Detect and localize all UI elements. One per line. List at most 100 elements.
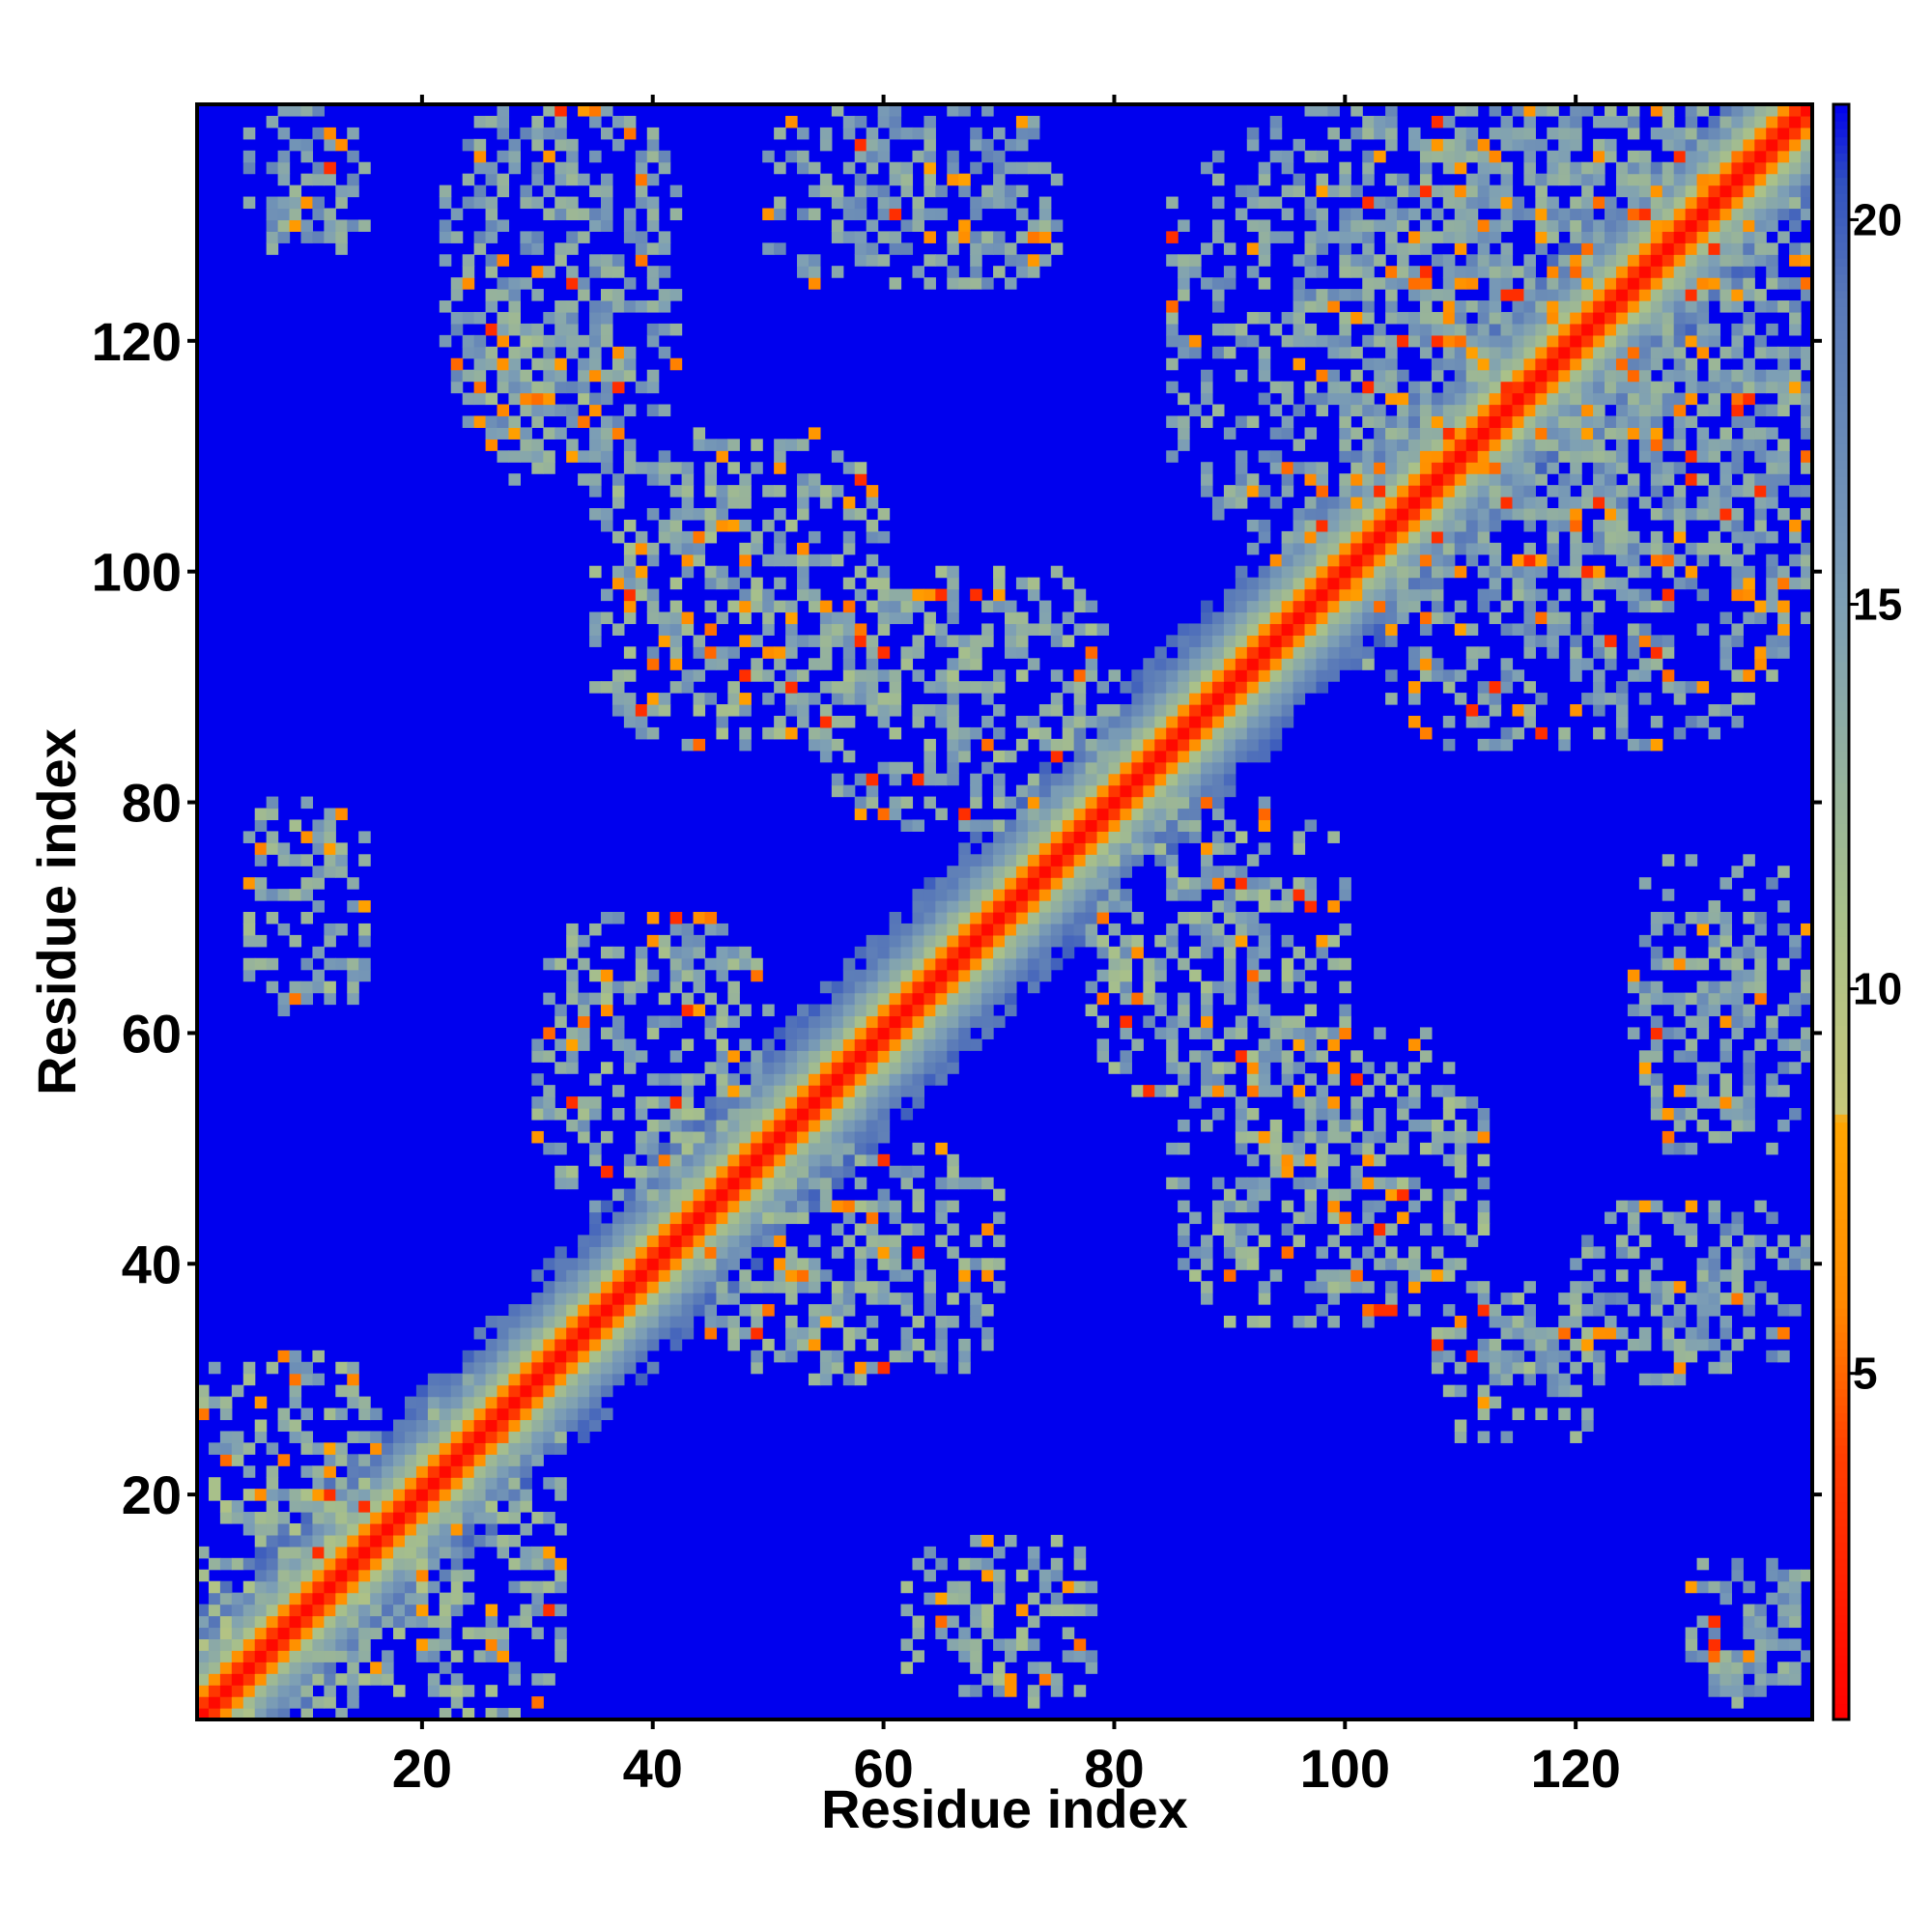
heatmap-cell bbox=[1547, 334, 1559, 348]
heatmap-cell bbox=[947, 635, 959, 647]
heatmap-cell bbox=[693, 530, 706, 544]
heatmap-cell bbox=[370, 1407, 383, 1421]
heatmap-cell bbox=[589, 1200, 602, 1213]
heatmap-cell bbox=[1062, 946, 1075, 959]
heatmap-cell bbox=[1696, 992, 1710, 1006]
heatmap-cell bbox=[1374, 623, 1386, 636]
heatmap-cell bbox=[1442, 519, 1456, 532]
heatmap-cell bbox=[300, 957, 314, 971]
heatmap-cell bbox=[1465, 404, 1479, 417]
heatmap-cell bbox=[935, 1627, 948, 1639]
heatmap-cell bbox=[1327, 1188, 1340, 1202]
heatmap-cell bbox=[382, 1592, 394, 1605]
heatmap-cell bbox=[404, 1419, 417, 1433]
heatmap-cell bbox=[947, 1153, 959, 1167]
heatmap-cell bbox=[819, 726, 833, 740]
heatmap-cell bbox=[923, 912, 936, 924]
heatmap-cell bbox=[1535, 334, 1548, 348]
heatmap-cell bbox=[1108, 831, 1122, 843]
heatmap-cell bbox=[993, 866, 1006, 878]
heatmap-cell bbox=[808, 1073, 821, 1086]
heatmap-cell bbox=[1154, 854, 1167, 867]
heatmap-cell bbox=[300, 831, 314, 843]
heatmap-cell bbox=[554, 1407, 567, 1421]
heatmap-cell bbox=[669, 1073, 683, 1086]
heatmap-cell bbox=[1719, 912, 1732, 924]
heatmap-cell bbox=[1246, 1004, 1260, 1017]
heatmap-cell bbox=[1673, 1223, 1687, 1236]
heatmap-cell bbox=[439, 1384, 452, 1398]
heatmap-cell bbox=[1316, 934, 1328, 948]
heatmap-cell bbox=[635, 1130, 648, 1144]
heatmap-cell bbox=[543, 1304, 555, 1317]
heatmap-cell bbox=[1211, 508, 1225, 521]
heatmap-cell bbox=[646, 1361, 660, 1375]
heatmap-cell bbox=[1615, 1326, 1629, 1340]
heatmap-cell bbox=[981, 1223, 994, 1236]
heatmap-cell bbox=[1397, 1211, 1409, 1225]
heatmap-cell bbox=[1650, 462, 1663, 474]
heatmap-cell bbox=[1339, 485, 1351, 497]
heatmap-cell bbox=[1523, 346, 1536, 359]
heatmap-cell bbox=[1178, 415, 1190, 428]
heatmap-cell bbox=[1512, 1326, 1525, 1340]
heatmap-cell bbox=[1766, 485, 1778, 497]
heatmap-cell bbox=[508, 1316, 521, 1328]
heatmap-cell bbox=[1523, 715, 1536, 728]
heatmap-cell bbox=[970, 877, 982, 890]
heatmap-cell bbox=[623, 1038, 637, 1051]
heatmap-cell bbox=[958, 1027, 971, 1039]
heatmap-cell bbox=[508, 1477, 521, 1490]
heatmap-cell bbox=[1304, 1119, 1318, 1132]
heatmap-cell bbox=[611, 357, 625, 371]
heatmap-cell bbox=[1258, 1062, 1271, 1074]
heatmap-cell bbox=[693, 1235, 706, 1247]
heatmap-cell bbox=[831, 681, 844, 694]
heatmap-cell bbox=[1143, 831, 1155, 843]
heatmap-cell bbox=[1293, 600, 1306, 613]
heatmap-cell bbox=[1662, 369, 1675, 383]
heatmap-cell bbox=[497, 450, 510, 463]
heatmap-cell bbox=[739, 669, 752, 682]
heatmap-cell bbox=[1235, 1050, 1248, 1063]
heatmap-cell bbox=[1201, 934, 1213, 948]
heatmap-cell bbox=[751, 658, 763, 670]
heatmap-cell bbox=[611, 669, 625, 682]
heatmap-cell bbox=[1442, 346, 1456, 359]
heatmap-cell bbox=[1327, 1130, 1340, 1144]
heatmap-cell bbox=[578, 957, 590, 971]
heatmap-cell bbox=[1050, 957, 1064, 971]
heatmap-cell bbox=[1754, 427, 1767, 440]
heatmap-cell bbox=[1131, 693, 1144, 705]
heatmap-cell bbox=[1662, 508, 1675, 521]
heatmap-cell bbox=[1731, 508, 1744, 521]
heatmap-cell bbox=[1477, 1119, 1491, 1132]
heatmap-cell bbox=[289, 1500, 302, 1513]
heatmap-cell bbox=[601, 1373, 613, 1386]
heatmap-cell bbox=[797, 1269, 810, 1282]
heatmap-cell bbox=[958, 969, 971, 982]
heatmap-cell bbox=[1143, 658, 1155, 670]
heatmap-cell bbox=[889, 1293, 902, 1305]
heatmap-cell bbox=[958, 889, 971, 901]
heatmap-cell bbox=[312, 1615, 325, 1629]
heatmap-cell bbox=[1374, 1153, 1386, 1167]
heatmap-cell bbox=[681, 1293, 695, 1305]
heatmap-cell bbox=[554, 1384, 567, 1398]
heatmap-cell bbox=[1789, 992, 1802, 1006]
heatmap-cell bbox=[1316, 1246, 1328, 1259]
heatmap-cell bbox=[1731, 588, 1744, 602]
heatmap-cell bbox=[347, 1662, 359, 1674]
heatmap-cell bbox=[393, 1592, 406, 1605]
heatmap-cell bbox=[1731, 462, 1744, 474]
heatmap-cell bbox=[877, 761, 891, 775]
heatmap-cell bbox=[889, 611, 902, 625]
heatmap-cell bbox=[970, 946, 982, 959]
heatmap-cell bbox=[693, 542, 706, 555]
heatmap-cell bbox=[808, 1200, 821, 1213]
heatmap-cell bbox=[774, 1200, 786, 1213]
heatmap-cell bbox=[808, 1281, 821, 1293]
heatmap-cell bbox=[1547, 462, 1559, 474]
heatmap-cell bbox=[1593, 485, 1605, 497]
heatmap-cell bbox=[589, 450, 602, 463]
